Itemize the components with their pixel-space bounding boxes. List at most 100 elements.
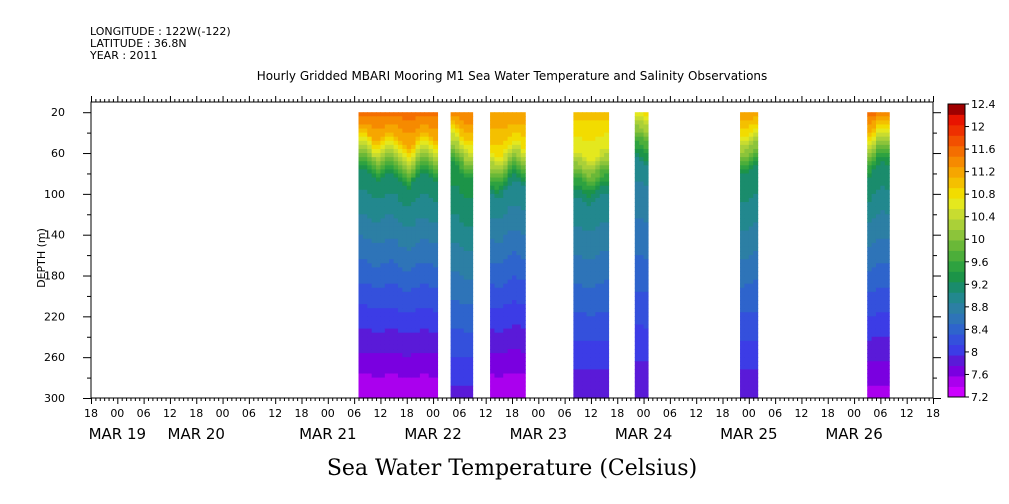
heat-cell: [577, 202, 583, 207]
heat-cell: [494, 279, 500, 285]
heat-cell: [884, 210, 890, 215]
heat-cell: [753, 291, 759, 297]
heat-cell: [454, 389, 460, 395]
heat-cell: [590, 136, 596, 142]
heat-cell: [397, 132, 403, 138]
heat-cell: [393, 377, 399, 383]
heat-cell: [494, 148, 500, 154]
heat-cell: [573, 271, 579, 277]
heat-cell: [454, 148, 460, 154]
heat-cell: [871, 279, 877, 285]
heat-cell: [415, 385, 421, 391]
heat-cell: [577, 181, 583, 187]
heat-cell: [634, 202, 640, 207]
heat-cell: [490, 238, 496, 244]
heat-cell: [428, 157, 434, 162]
heat-cell: [582, 226, 588, 232]
heat-cell: [424, 177, 430, 183]
heat-cell: [604, 153, 610, 158]
heat-cell: [397, 136, 403, 142]
heat-cell: [753, 304, 759, 309]
heat-cell: [367, 140, 373, 146]
heat-cell: [376, 361, 382, 366]
heat-cell: [595, 369, 601, 375]
heat-cell: [402, 148, 408, 154]
heat-cell: [503, 324, 509, 330]
data-segment: [358, 112, 439, 399]
heat-cell: [397, 381, 403, 387]
heat-cell: [402, 202, 408, 207]
heat-cell: [586, 295, 592, 301]
heat-cell: [643, 267, 649, 273]
heat-cell: [643, 206, 649, 211]
heat-cell: [362, 128, 368, 134]
heat-cell: [433, 206, 439, 211]
heat-cell: [590, 263, 596, 268]
plot-axes: [83, 96, 941, 404]
heat-cell: [875, 218, 881, 224]
heat-cell: [428, 275, 434, 281]
heat-cell: [415, 263, 421, 268]
heat-cell: [503, 173, 509, 179]
heat-cell: [468, 393, 474, 399]
heat-cell: [740, 112, 746, 117]
heat-cell: [367, 377, 373, 383]
heat-cell: [433, 304, 439, 309]
heat-cell: [599, 210, 605, 215]
heat-cell: [880, 291, 886, 297]
heat-cell: [428, 132, 434, 138]
heat-cell: [880, 377, 886, 383]
heat-cell: [450, 242, 456, 248]
heat-cell: [582, 279, 588, 285]
heat-cell: [433, 324, 439, 330]
heat-cell: [397, 148, 403, 154]
heat-cell: [577, 234, 583, 240]
heat-cell: [573, 316, 579, 322]
heat-cell: [371, 267, 377, 273]
heat-cell: [367, 173, 373, 179]
heat-cell: [367, 193, 373, 199]
heat-cell: [494, 300, 500, 305]
heat-cell: [634, 230, 640, 236]
heat-cell: [463, 242, 469, 248]
heat-cell: [358, 140, 364, 146]
heat-cell: [384, 210, 390, 215]
heat-cell: [362, 242, 368, 248]
heat-cell: [867, 259, 873, 264]
heat-cell: [503, 320, 509, 326]
heat-cell: [639, 381, 645, 387]
heat-cell: [880, 153, 886, 158]
heat-cell: [744, 165, 750, 170]
heat-cell: [463, 214, 469, 219]
heat-cell: [884, 177, 890, 183]
heat-cell: [744, 295, 750, 301]
heat-cell: [380, 381, 386, 387]
heat-cell: [507, 336, 513, 342]
heat-cell: [573, 385, 579, 391]
heat-cell: [459, 349, 465, 354]
heat-cell: [371, 263, 377, 268]
heat-cell: [744, 377, 750, 383]
heat-cell: [595, 324, 601, 330]
heat-cell: [362, 361, 368, 366]
heat-cell: [867, 189, 873, 195]
heat-cell: [884, 193, 890, 199]
heat-cell: [494, 332, 500, 338]
heat-cell: [884, 287, 890, 293]
heat-cell: [393, 385, 399, 391]
heat-cell: [459, 324, 465, 330]
heat-cell: [604, 287, 610, 293]
heat-cell: [512, 353, 517, 358]
heat-cell: [393, 324, 399, 330]
heat-cell: [871, 238, 877, 244]
heat-cell: [389, 210, 395, 215]
heat-cell: [397, 295, 403, 301]
heat-cell: [428, 181, 434, 187]
heat-cell: [384, 304, 390, 309]
heat-cell: [503, 332, 509, 338]
heat-cell: [586, 189, 592, 195]
heat-cell: [498, 389, 504, 395]
heat-cell: [604, 173, 610, 179]
heat-cell: [507, 226, 513, 232]
heat-cell: [376, 238, 382, 244]
